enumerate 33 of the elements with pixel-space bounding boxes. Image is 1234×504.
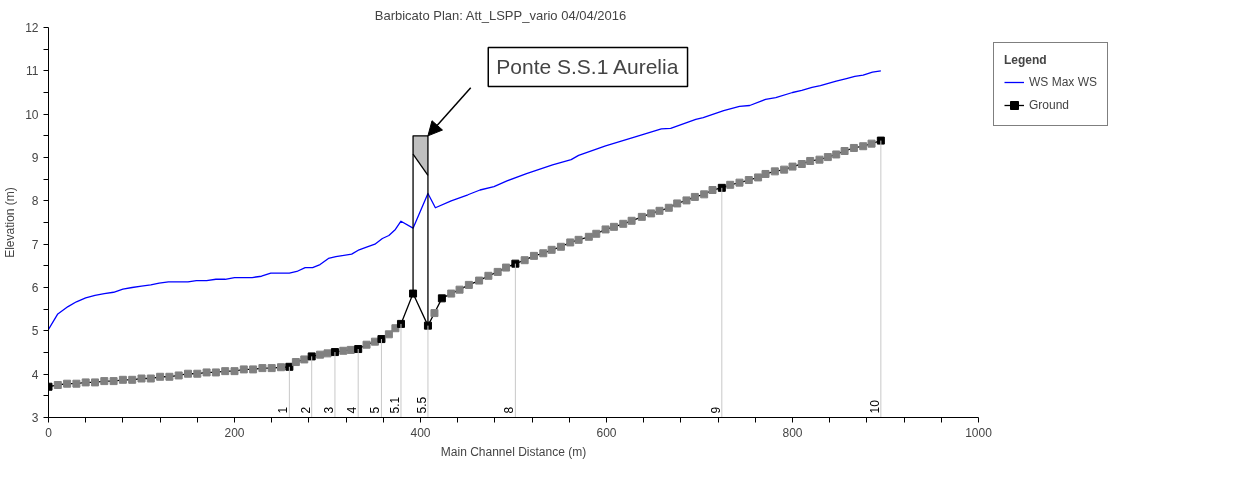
annotation: 4 <box>345 406 360 414</box>
y-axis-title: Elevation (m) <box>3 187 18 258</box>
y-tick-label: 7 <box>31 237 39 252</box>
legend-label: Ground <box>1029 98 1070 112</box>
annotation: 3 <box>321 406 336 414</box>
annotation: Ponte S.S.1 Aurelia <box>496 55 679 79</box>
x-tick-label: 600 <box>596 425 617 440</box>
y-tick-label: 3 <box>31 411 39 425</box>
x-tick-label: 400 <box>410 425 431 440</box>
y-tick-label: 9 <box>31 151 39 165</box>
x-tick-label: 200 <box>224 425 245 440</box>
annotation: 5.5 <box>414 396 429 414</box>
y-tick-label: 6 <box>31 281 39 295</box>
x-tick-label: 0 <box>45 425 53 440</box>
annotation: 10 <box>867 399 882 414</box>
legend-title: Legend <box>1004 53 1048 67</box>
x-axis-title: Main Channel Distance (m) <box>440 444 587 459</box>
legend-label: WS Max WS <box>1029 75 1097 89</box>
y-tick-label: 5 <box>31 324 39 339</box>
chart-title: Barbicato Plan: Att_LSPP_vario 04/04/2016 <box>374 7 627 23</box>
annotation: 5 <box>368 406 383 414</box>
annotation: 8 <box>502 406 517 414</box>
annotation: 1 <box>276 406 291 414</box>
y-tick-label: 8 <box>31 194 39 209</box>
x-tick-label: 1000 <box>965 425 993 440</box>
annotation: 2 <box>298 406 313 414</box>
annotation: 9 <box>708 406 723 414</box>
y-tick-label: 10 <box>25 107 39 122</box>
y-tick-label: 4 <box>31 367 39 382</box>
y-tick-label: 12 <box>25 21 39 35</box>
annotation: 5.1 <box>387 396 402 414</box>
x-tick-label: 800 <box>782 425 803 440</box>
y-tick-label: 11 <box>26 64 39 79</box>
